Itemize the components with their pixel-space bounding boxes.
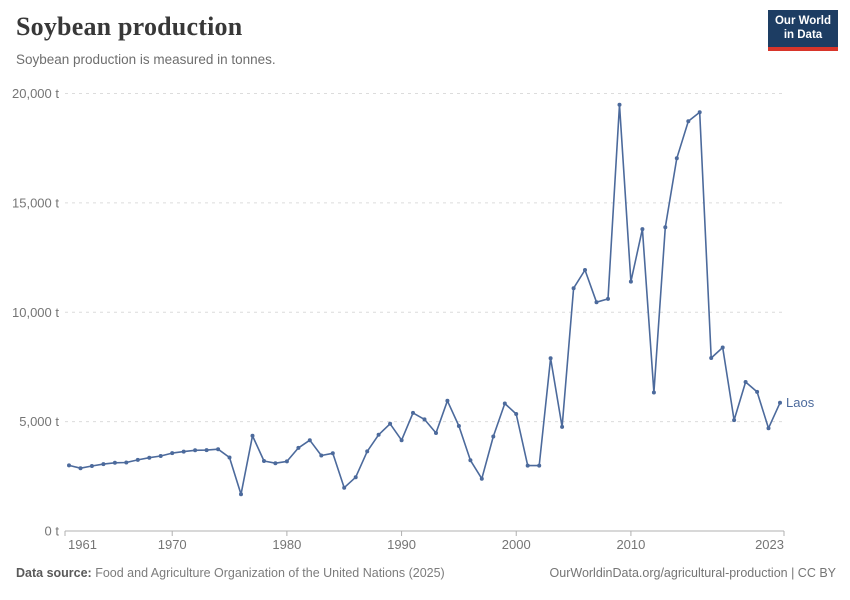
x-axis-tick-label: 1980 <box>272 537 301 552</box>
data-point-2002[interactable] <box>537 463 542 468</box>
data-point-1987[interactable] <box>365 449 370 454</box>
data-point-1986[interactable] <box>353 475 358 480</box>
data-point-1990[interactable] <box>399 438 404 443</box>
data-point-1977[interactable] <box>250 433 255 438</box>
owid-logo-line1: Our World <box>774 15 831 27</box>
data-point-2010[interactable] <box>628 279 633 284</box>
series-label-laos[interactable]: Laos <box>786 395 815 410</box>
data-point-2007[interactable] <box>594 300 599 305</box>
data-point-1970[interactable] <box>170 451 175 456</box>
data-point-1984[interactable] <box>330 451 335 456</box>
data-point-1979[interactable] <box>273 461 278 466</box>
data-point-2012[interactable] <box>651 390 656 395</box>
y-axis-tick-label: 5,000 t <box>19 414 59 429</box>
data-point-1976[interactable] <box>239 492 243 497</box>
data-point-2001[interactable] <box>525 463 530 468</box>
data-point-2003[interactable] <box>548 356 553 361</box>
chart-footer: Data source: Food and Agriculture Organi… <box>16 566 836 580</box>
data-point-2021[interactable] <box>755 389 760 394</box>
line-chart[interactable]: 0 t 5,000 t 10,000 t 15,000 t 20,000 t 1961 19… <box>0 78 850 558</box>
data-point-1999[interactable] <box>502 401 507 406</box>
data-point-1974[interactable] <box>216 447 221 452</box>
data-point-1975[interactable] <box>227 455 232 460</box>
data-point-2006[interactable] <box>583 268 587 272</box>
credit-link[interactable]: OurWorldinData.org/agricultural-producti… <box>549 566 836 580</box>
data-point-2017[interactable] <box>709 356 714 360</box>
x-axis-tick-label: 2023 <box>755 537 784 552</box>
chart-subtitle: Soybean production is measured in tonnes… <box>16 52 276 67</box>
data-point-1972[interactable] <box>193 448 198 453</box>
data-source-text: Food and Agriculture Organization of the… <box>91 566 445 580</box>
data-point-2023[interactable] <box>778 400 782 405</box>
x-axis-tick-label: 2010 <box>616 537 645 552</box>
y-axis-tick-label: 20,000 t <box>12 86 59 101</box>
data-point-2005[interactable] <box>571 286 576 291</box>
data-point-2015[interactable] <box>686 119 691 124</box>
data-point-1995[interactable] <box>456 424 461 428</box>
data-point-1967[interactable] <box>135 457 140 462</box>
data-point-2020[interactable] <box>743 380 748 384</box>
data-point-1966[interactable] <box>124 460 129 465</box>
data-point-1985[interactable] <box>342 485 347 490</box>
y-axis-tick-label: 0 t <box>45 524 60 539</box>
data-point-1983[interactable] <box>319 453 324 458</box>
data-source-label: Data source: <box>16 566 92 580</box>
data-point-1993[interactable] <box>434 431 438 435</box>
owid-logo-line2: in Data <box>783 29 823 42</box>
data-source: Data source: Food and Agriculture Organi… <box>16 566 445 580</box>
data-point-1980[interactable] <box>284 459 289 464</box>
data-point-1997[interactable] <box>479 476 484 481</box>
data-point-1962[interactable] <box>78 466 83 471</box>
y-axis-tick-label: 15,000 t <box>12 195 59 210</box>
data-point-1968[interactable] <box>147 455 152 460</box>
data-point-1963[interactable] <box>89 464 94 468</box>
data-point-1994[interactable] <box>445 398 450 403</box>
data-point-1965[interactable] <box>112 460 117 465</box>
data-point-2000[interactable] <box>514 412 519 416</box>
x-axis-tick-label: 1970 <box>158 537 187 552</box>
data-point-2014[interactable] <box>674 156 679 161</box>
data-point-1992[interactable] <box>422 417 427 422</box>
data-point-1991[interactable] <box>411 410 415 415</box>
x-axis-tick-label: 1961 <box>68 537 97 552</box>
data-point-1982[interactable] <box>307 438 312 443</box>
data-point-2016[interactable] <box>697 110 702 115</box>
data-point-1961[interactable] <box>67 463 71 468</box>
data-point-1988[interactable] <box>376 432 381 437</box>
data-point-1969[interactable] <box>158 454 163 458</box>
series-line-laos[interactable] <box>68 103 781 496</box>
data-point-1978[interactable] <box>262 459 266 463</box>
data-point-1998[interactable] <box>491 434 496 439</box>
x-axis-tick-label: 1990 <box>387 537 416 552</box>
data-point-2013[interactable] <box>663 225 668 230</box>
data-point-2004[interactable] <box>560 424 565 429</box>
data-point-1996[interactable] <box>468 458 473 463</box>
data-point-2022[interactable] <box>766 426 771 431</box>
data-point-1989[interactable] <box>388 421 393 426</box>
data-point-1973[interactable] <box>204 448 209 453</box>
data-point-2008[interactable] <box>606 296 610 301</box>
data-point-2018[interactable] <box>720 345 725 350</box>
data-point-2009[interactable] <box>617 102 622 107</box>
data-point-1981[interactable] <box>296 445 301 450</box>
owid-logo: Our World in Data <box>768 10 838 51</box>
data-point-1964[interactable] <box>101 462 106 467</box>
page-title: Soybean production <box>16 12 243 41</box>
data-point-2011[interactable] <box>640 227 645 232</box>
data-point-2019[interactable] <box>732 418 737 423</box>
x-axis-tick-label: 2000 <box>502 537 531 552</box>
y-axis-tick-label: 10,000 t <box>12 305 59 320</box>
data-point-1971[interactable] <box>181 449 186 454</box>
